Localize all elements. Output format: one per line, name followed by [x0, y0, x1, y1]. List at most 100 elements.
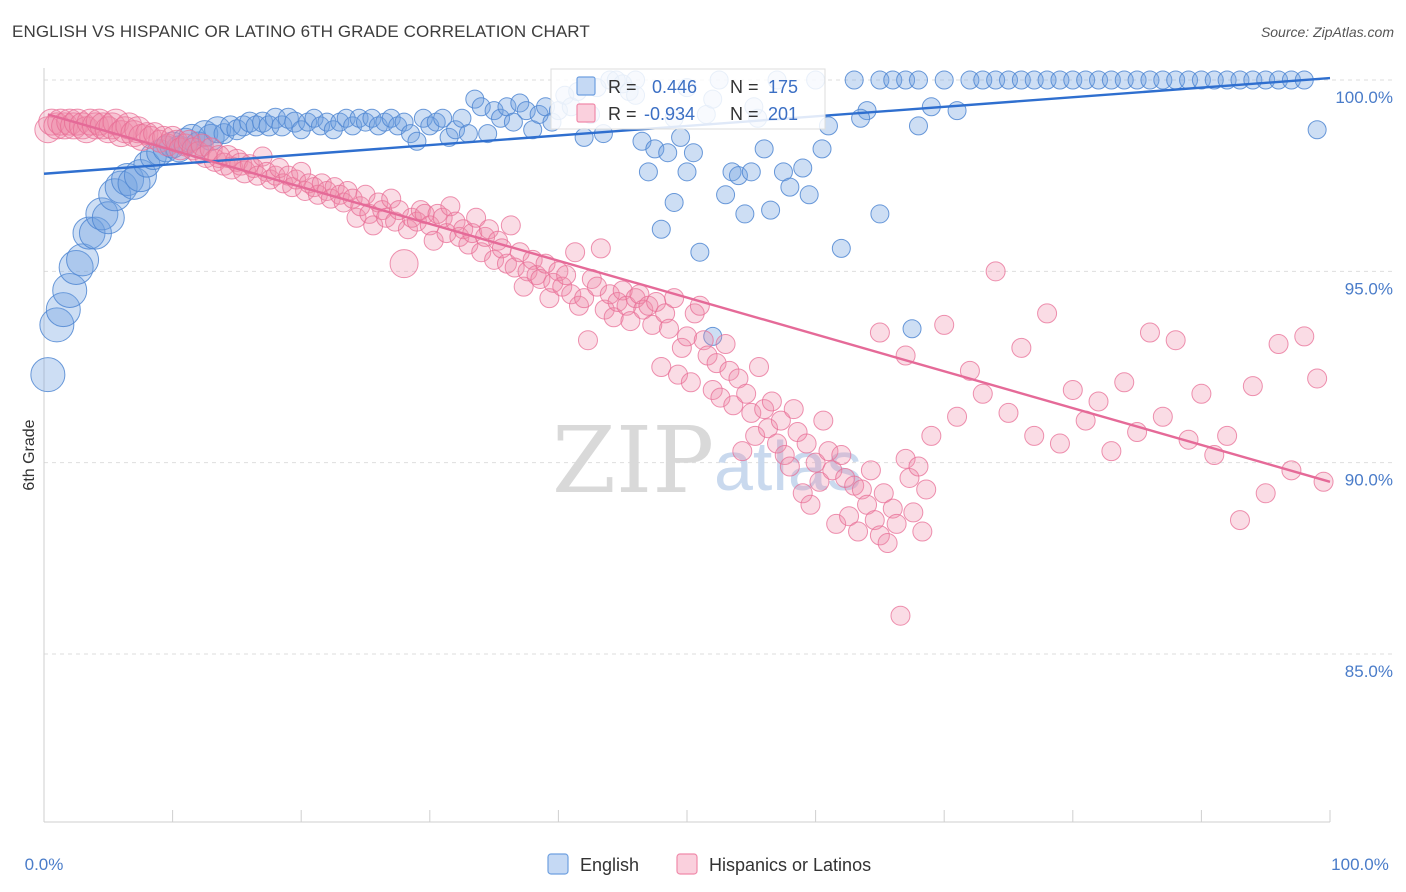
english-point: [245, 115, 267, 137]
hispanic-point: [381, 188, 402, 209]
hispanic-point: [882, 498, 903, 519]
legend-swatch-hispanic[interactable]: [676, 853, 698, 875]
y-tick-label-0: 100.0%: [1335, 88, 1393, 107]
hispanic-point: [903, 502, 924, 523]
english-point: [66, 243, 100, 277]
stats-r-value-english: 0.446: [652, 77, 697, 97]
hispanic-point: [466, 207, 487, 228]
english-point: [844, 70, 864, 90]
stats-n-label-english: N =: [730, 77, 759, 97]
x-tick-label-min: 0.0%: [25, 855, 64, 874]
hispanic-point: [642, 314, 663, 335]
english-point: [491, 108, 511, 128]
english-point: [645, 139, 665, 159]
x-tick-label-max: 100.0%: [1331, 855, 1389, 874]
hispanic-point: [895, 448, 916, 469]
hispanic-point: [410, 200, 431, 221]
hispanic-point: [873, 483, 894, 504]
hispanic-point: [869, 322, 890, 343]
hispanic-point: [805, 452, 826, 473]
hispanic-point: [1011, 337, 1032, 358]
english-point: [478, 124, 498, 144]
english-point: [831, 238, 851, 258]
hispanic-point: [706, 353, 727, 374]
english-point: [510, 93, 530, 113]
hispanic-point: [574, 288, 595, 309]
hispanic-point: [839, 506, 860, 527]
hispanic-point: [736, 383, 757, 404]
hispanic-point: [886, 513, 907, 534]
legend-swatch-english[interactable]: [547, 853, 569, 875]
english-point: [343, 116, 363, 136]
hispanic-point: [761, 391, 782, 412]
hispanic-point: [406, 211, 427, 232]
english-point: [45, 292, 81, 328]
hispanic-point: [680, 372, 701, 393]
stats-n-value-hispanic: 201: [768, 104, 798, 124]
hispanic-point: [774, 445, 795, 466]
hispanic-point: [484, 249, 505, 270]
hispanic-point: [513, 276, 534, 297]
y-tick-label-3: 85.0%: [1345, 662, 1393, 681]
english-point: [754, 139, 774, 159]
hispanic-point: [916, 479, 937, 500]
english-point: [291, 120, 311, 140]
english-point: [716, 185, 736, 205]
english-point: [677, 162, 697, 182]
hispanic-point: [1242, 376, 1263, 397]
hispanic-point: [177, 129, 201, 153]
stats-swatch-hispanic: [576, 103, 596, 123]
hispanic-point: [864, 510, 885, 531]
hispanic-point: [1049, 433, 1070, 454]
stats-n-value-english: 175: [768, 77, 798, 97]
legend-label-hispanic[interactable]: Hispanics or Latinos: [709, 855, 871, 875]
hispanic-point: [612, 280, 633, 301]
watermark-atlas: atlas: [714, 427, 862, 505]
hispanic-point: [1313, 471, 1334, 492]
english-point: [484, 101, 504, 121]
english-point: [381, 108, 401, 128]
hispanic-point: [655, 303, 676, 324]
hispanic-point: [539, 288, 560, 309]
hispanic-point: [792, 483, 813, 504]
english-point: [908, 116, 928, 136]
english-point: [394, 112, 414, 132]
series-hispanic-points: [34, 108, 1334, 626]
chart-title: ENGLISH VS HISPANIC OR LATINO 6TH GRADE …: [12, 22, 590, 41]
hispanic-point: [783, 399, 804, 420]
hispanic-point: [754, 399, 775, 420]
english-point: [433, 108, 453, 128]
hispanic-point: [831, 445, 852, 466]
legend-label-english[interactable]: English: [580, 855, 639, 875]
hispanic-point: [1139, 322, 1160, 343]
english-point: [91, 201, 125, 235]
english-point: [658, 143, 678, 163]
hispanic-point: [1114, 372, 1135, 393]
hispanic-point: [577, 330, 598, 351]
hispanic-point: [818, 441, 839, 462]
english-point: [574, 127, 594, 147]
hispanic-point: [471, 242, 492, 263]
english-point: [465, 89, 485, 109]
hispanic-point: [921, 425, 942, 446]
english-point: [638, 162, 658, 182]
hispanic-point: [1062, 379, 1083, 400]
hispanic-point: [561, 284, 582, 305]
english-point: [503, 112, 523, 132]
watermark: ZIP atlas: [552, 407, 862, 514]
hispanic-point: [586, 276, 607, 297]
stats-r-label-hispanic: R =: [608, 104, 637, 124]
hispanic-point: [1024, 425, 1045, 446]
hispanic-point: [745, 425, 766, 446]
english-point: [857, 101, 877, 121]
hispanic-point: [1268, 334, 1289, 355]
hispanic-trend-line: [47, 113, 1331, 483]
x-axis-ticks: [43, 810, 1331, 822]
stats-box-frame: [550, 68, 826, 130]
hispanic-point: [1307, 368, 1328, 389]
watermark-zip: ZIP: [552, 407, 714, 514]
hispanic-point: [671, 337, 692, 358]
english-point: [471, 97, 491, 117]
hispanic-point: [732, 441, 753, 462]
english-point: [690, 242, 710, 262]
